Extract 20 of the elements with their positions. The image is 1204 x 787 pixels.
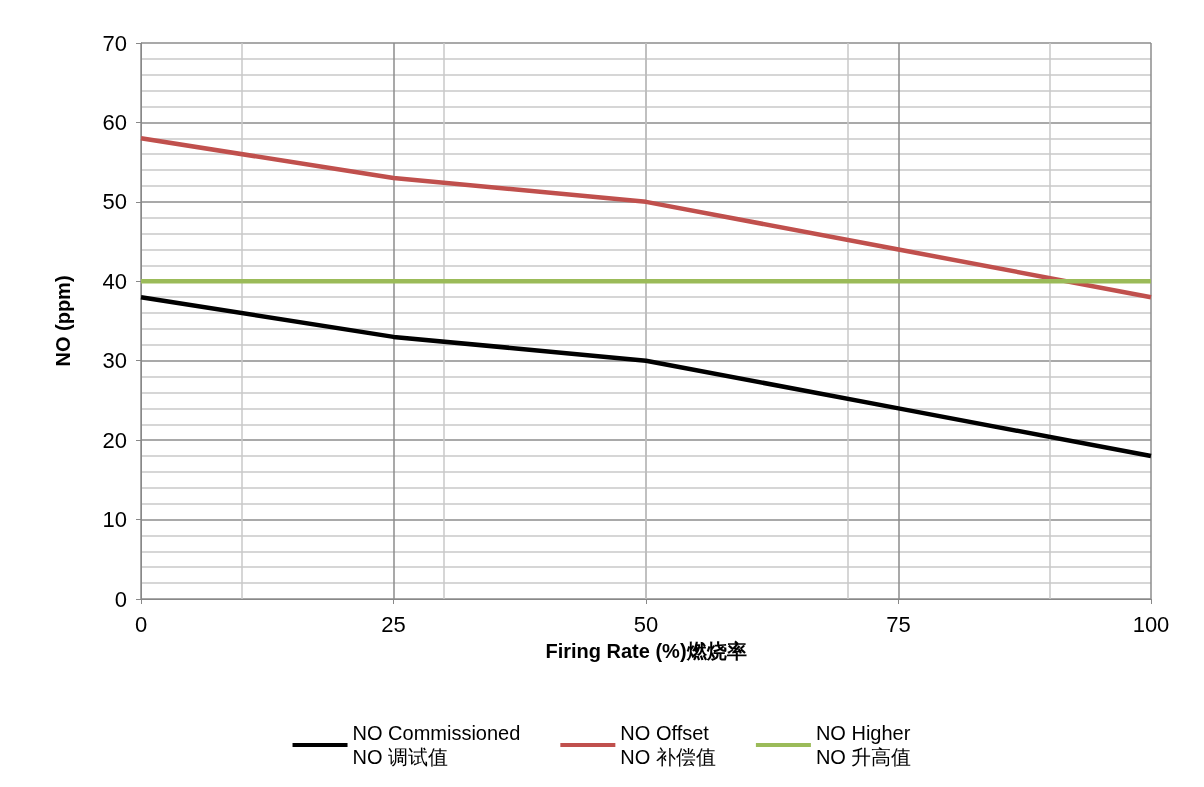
line-series — [138, 294, 1154, 459]
y-axis-title: NO (ppm) — [52, 275, 74, 367]
line-series — [138, 136, 1154, 300]
y-tick-label: 10 — [102, 507, 127, 533]
legend-label: NO Higher NO 升高值 — [815, 722, 912, 768]
x-tick-label: 0 — [134, 611, 148, 637]
x-tick-label: 100 — [1132, 611, 1170, 637]
y-tick-label: 60 — [102, 109, 127, 135]
y-tick-label: 50 — [102, 189, 127, 215]
y-tick-label: 40 — [102, 268, 127, 294]
y-tick-label: 0 — [114, 586, 127, 612]
x-axis-title: Firing Rate (%)燃烧率 — [545, 640, 747, 662]
x-tick-label: 75 — [886, 611, 911, 637]
y-tick-label: 20 — [102, 427, 127, 453]
legend-label: NO Commissioned NO 调试值 — [352, 722, 521, 768]
x-tick-label: 50 — [633, 611, 659, 637]
y-tick-label: 70 — [102, 30, 127, 56]
legend-label: NO Offset NO 补偿值 — [620, 722, 716, 768]
x-tick-label: 25 — [381, 611, 406, 637]
y-tick-label: 30 — [102, 348, 127, 374]
